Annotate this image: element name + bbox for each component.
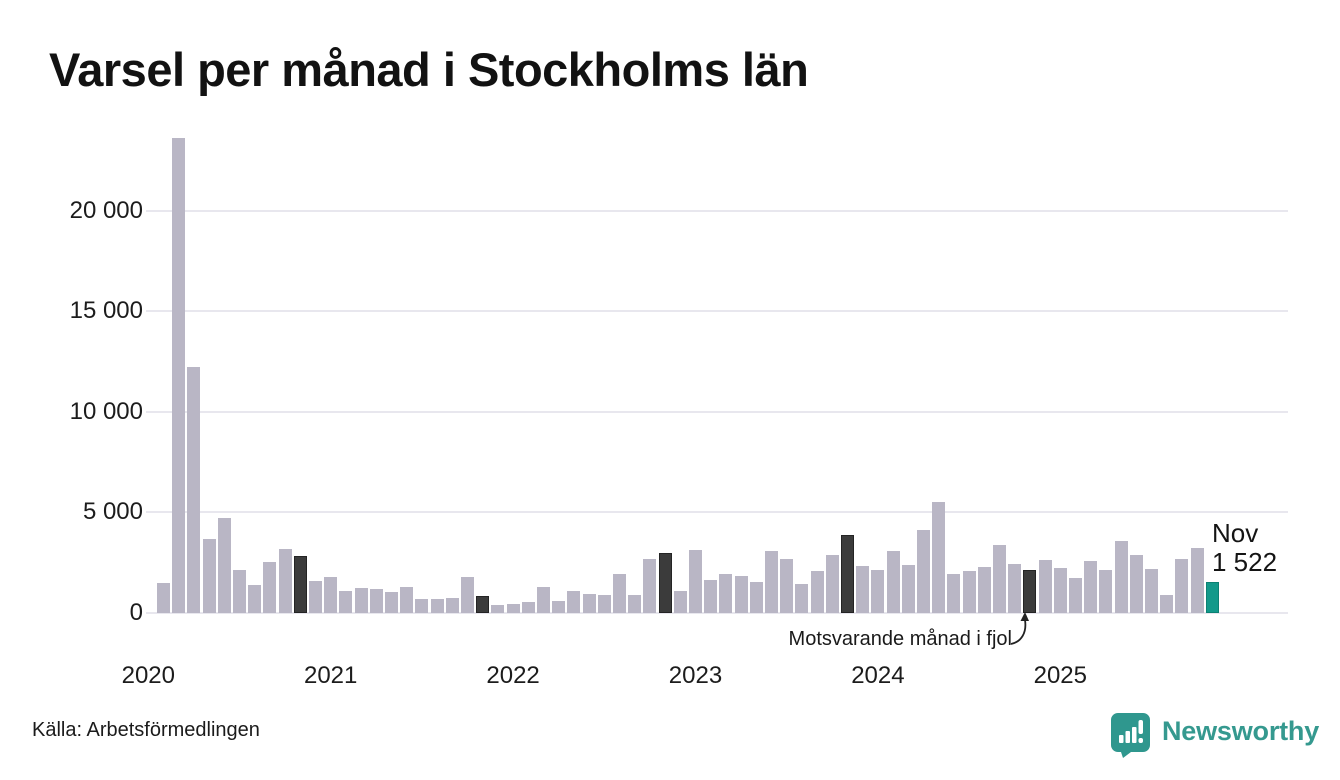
bar-2021-01 [324,577,338,613]
y-axis-label: 5 000 [82,498,143,526]
comparison-annotation: Motsvarande månad i fjol [788,628,1012,650]
bar-2023-03 [719,574,733,613]
bar-2025-06 [1129,555,1143,613]
bar-2025-08 [1160,595,1174,613]
bar-2020-09 [263,562,277,613]
x-axis-label-2024: 2024 [851,662,905,689]
bar-2021-11 [476,596,490,613]
bar-2022-02 [521,602,535,613]
bar-2022-11 [658,553,672,613]
bar-2023-04 [734,576,748,613]
bar-2025-11 [1205,582,1219,613]
bar-2021-12 [491,605,505,613]
bar-2024-09 [993,545,1006,613]
bar-2024-07 [962,571,976,613]
bar-2024-05 [932,502,946,613]
bar-2024-03 [901,565,915,613]
plot-area [146,130,1288,614]
comparison-arrow-icon [1010,612,1029,645]
bar-2023-01 [689,550,702,613]
bar-2025-10 [1190,548,1204,613]
x-axis-label-2025: 2025 [1033,662,1087,689]
bar-2020-04 [187,367,201,613]
bar-2022-09 [628,595,642,613]
gridline-10000 [146,410,1288,413]
bar-2022-07 [597,595,611,613]
bar-2022-12 [673,591,687,613]
bar-2021-06 [400,587,414,613]
y-axis-label: 20 000 [69,196,143,224]
bar-2024-08 [977,567,991,613]
bar-2022-05 [567,591,581,613]
bar-2020-12 [309,581,322,613]
bar-2022-08 [613,574,626,613]
bar-2023-05 [749,582,763,613]
current-month-label: Nov [1212,518,1259,548]
bar-2024-04 [917,530,930,613]
bar-2020-05 [202,539,216,613]
bar-2023-02 [704,580,718,613]
bar-2025-03 [1084,561,1098,613]
brand-name: Newsworthy [1162,715,1320,746]
bar-2022-01 [506,604,520,613]
bar-2025-01 [1053,568,1067,613]
bar-2020-02 [157,583,170,613]
bar-2022-06 [582,594,596,613]
bar-2023-10 [825,555,839,613]
bar-2021-02 [339,591,353,613]
bar-2020-11 [293,556,307,613]
bar-2021-03 [354,588,368,613]
bar-2023-11 [841,535,854,613]
gridline-15000 [146,310,1288,313]
bar-2021-05 [385,592,398,613]
bar-2024-06 [947,574,961,613]
bar-2022-03 [537,587,550,613]
y-axis-label: 15 000 [69,297,143,325]
bar-2024-12 [1038,560,1052,613]
bar-2021-08 [430,599,444,613]
bar-2020-07 [233,570,246,613]
page-title: Varsel per månad i Stockholms län [49,43,809,96]
gridline-20000 [146,209,1288,212]
bar-2022-04 [552,601,566,613]
x-axis-label-2020: 2020 [121,662,175,689]
bar-2023-09 [810,571,824,613]
bar-2024-10 [1008,564,1022,613]
bar-2023-12 [856,566,870,613]
newsworthy-logo-icon [1111,713,1150,758]
bar-2020-06 [217,518,231,613]
bar-2025-02 [1069,578,1082,613]
bar-2025-07 [1145,569,1158,613]
bar-2021-09 [445,598,459,613]
y-axis-label: 10 000 [69,397,143,425]
current-value-annotation: Nov 1 522 [1212,519,1277,577]
x-axis-label-2021: 2021 [303,662,358,689]
bar-2023-08 [795,584,809,613]
gridline-0 [146,612,1288,614]
source-note: Källa: Arbetsförmedlingen [32,719,260,741]
bar-2024-02 [886,551,900,613]
gridline-5000 [146,511,1288,514]
bar-2025-04 [1099,570,1113,613]
y-axis-label: 0 [129,599,143,626]
current-month-value: 1 522 [1212,547,1278,577]
bar-2022-10 [643,559,657,613]
bar-2020-08 [248,585,262,613]
bar-2024-01 [871,570,885,613]
bar-2020-03 [172,138,186,613]
bar-2023-06 [765,551,778,613]
bar-2023-07 [780,559,794,613]
bar-2024-11 [1023,570,1037,613]
bar-2021-10 [461,577,474,613]
x-axis-label-2023: 2023 [668,662,723,689]
bar-2021-07 [415,599,429,613]
brand-footer: Newsworthy [1108,710,1319,758]
bar-2020-10 [278,549,292,613]
bar-2025-09 [1175,559,1189,613]
bar-2021-04 [369,589,383,613]
x-axis-label-2022: 2022 [486,662,540,689]
bar-2025-05 [1114,541,1128,613]
